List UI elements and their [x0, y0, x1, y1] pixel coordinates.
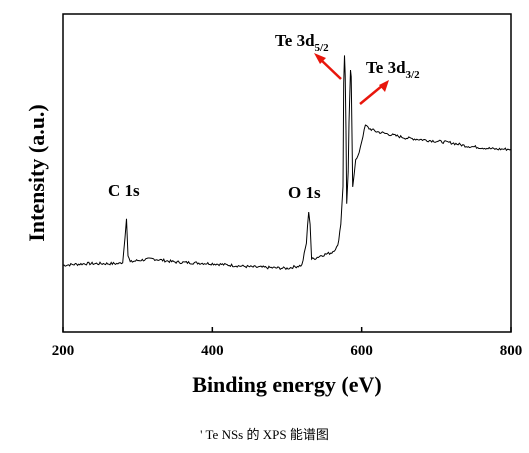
x-ticks: 200 400 600 800	[52, 327, 523, 359]
x-tick-label: 200	[52, 343, 75, 359]
peak-label-o1s: O 1s	[288, 183, 321, 202]
x-tick-label: 600	[350, 343, 373, 359]
arrow-te3d52	[318, 57, 342, 80]
y-axis-title: Intensity (a.u.)	[24, 104, 49, 242]
arrow-te3d32-head	[379, 80, 389, 92]
plot-frame	[62, 13, 512, 333]
arrow-te3d32	[359, 84, 384, 105]
figure-caption: ' Te NSs 的 XPS 能谱图	[200, 427, 329, 442]
peak-arrows	[314, 53, 389, 105]
x-axis-title: Binding energy (eV)	[192, 372, 381, 397]
peak-label-te3d52: Te 3d5/2	[275, 31, 329, 54]
x-tick-label: 800	[500, 343, 523, 359]
peak-label-te3d32: Te 3d3/2	[366, 58, 420, 81]
peak-label-c1s: C 1s	[108, 181, 140, 200]
x-tick-label: 400	[201, 343, 224, 359]
xps-chart: 200 400 600 800 C 1s O 1s Te 3d5/2 Te 3d3/2…	[24, 13, 523, 397]
xps-spectrum-line	[62, 55, 512, 271]
arrow-te3d52-head	[314, 53, 326, 64]
